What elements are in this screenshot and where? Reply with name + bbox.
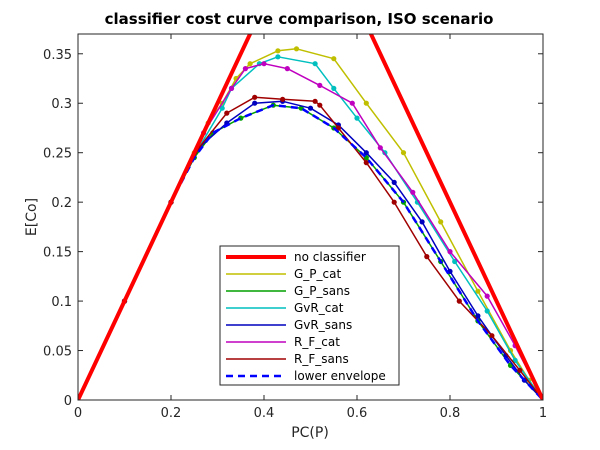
data-point — [354, 115, 360, 121]
legend-label: G_P_sans — [294, 284, 350, 298]
data-point — [252, 100, 258, 106]
data-point — [400, 150, 407, 156]
y-tick-label: 0.2 — [51, 196, 72, 211]
x-tick-label: 0.2 — [161, 406, 182, 421]
x-axis-label: PC(P) — [291, 425, 329, 441]
x-tick-label: 1 — [539, 406, 547, 421]
data-point — [275, 54, 281, 60]
data-point — [438, 219, 444, 225]
series-lower-envelope — [78, 103, 543, 400]
data-point — [275, 48, 281, 54]
data-point — [484, 293, 490, 299]
axes-box — [77, 33, 544, 401]
legend-label: R_F_cat — [294, 335, 340, 349]
data-point — [219, 105, 225, 111]
series-line — [78, 103, 543, 400]
data-point — [224, 110, 230, 116]
data-point — [517, 367, 523, 373]
series-line — [78, 34, 543, 400]
y-tick-label: 0.25 — [43, 147, 72, 162]
data-point — [312, 98, 318, 104]
data-point — [307, 105, 314, 111]
legend-label: GvR_cat — [294, 301, 344, 315]
data-point — [293, 46, 300, 52]
legend-label: R_F_sans — [294, 352, 349, 366]
data-point — [391, 179, 397, 185]
data-point — [317, 82, 323, 88]
y-tick-label: 0 — [64, 394, 72, 409]
legend-label: GvR_sans — [294, 318, 352, 332]
data-point — [447, 249, 453, 255]
legend: no classifier G_P_cat G_P_sans GvR_cat GvR_s… — [219, 245, 400, 386]
x-tick-label: 0.8 — [440, 406, 461, 421]
data-point — [252, 94, 258, 100]
data-point — [424, 254, 430, 260]
x-tick-label: 0.6 — [347, 406, 368, 421]
y-tick-label: 0.35 — [43, 48, 72, 63]
x-tick-label: 0 — [74, 406, 82, 421]
data-point — [475, 313, 481, 319]
y-tick-label: 0.15 — [43, 246, 72, 261]
data-point — [331, 85, 337, 91]
data-point — [242, 66, 248, 72]
data-point — [489, 333, 495, 339]
series-layer — [78, 34, 543, 400]
y-tick-label: 0.3 — [51, 97, 72, 112]
ticks-layer: 0 0.2 0.4 0.6 0.8 1 0 0.05 0.1 0.15 0.2 0.25 0.3 0.35 — [43, 34, 547, 421]
data-point — [280, 96, 286, 102]
legend-label: G_P_cat — [294, 267, 341, 281]
data-point — [484, 308, 490, 314]
data-point — [452, 258, 458, 265]
data-point — [363, 160, 369, 166]
data-point — [419, 219, 425, 225]
data-point — [377, 145, 383, 151]
data-point — [456, 298, 462, 304]
legend-label: lower envelope — [294, 369, 386, 383]
data-point — [349, 100, 355, 106]
data-point — [391, 199, 397, 205]
data-point — [410, 189, 416, 195]
data-point — [475, 288, 481, 294]
y-tick-label: 0.1 — [51, 295, 72, 310]
data-point — [335, 125, 341, 131]
series-no-classifier — [78, 34, 543, 400]
data-point — [284, 66, 290, 72]
chart-title: classifier cost curve comparison, ISO sc… — [105, 10, 494, 28]
data-point — [363, 150, 369, 156]
data-point — [228, 85, 235, 91]
data-point — [331, 56, 337, 62]
data-point — [247, 61, 253, 67]
x-tick-label: 0.4 — [254, 406, 275, 421]
y-axis-label: E[Co] — [24, 198, 40, 236]
data-point — [317, 102, 323, 108]
plot-area — [77, 33, 544, 401]
data-point — [312, 61, 318, 67]
data-point — [363, 100, 369, 106]
legend-box — [219, 245, 400, 386]
y-tick-label: 0.05 — [43, 345, 72, 360]
data-point — [261, 61, 267, 67]
legend-label: no classifier — [294, 250, 366, 264]
